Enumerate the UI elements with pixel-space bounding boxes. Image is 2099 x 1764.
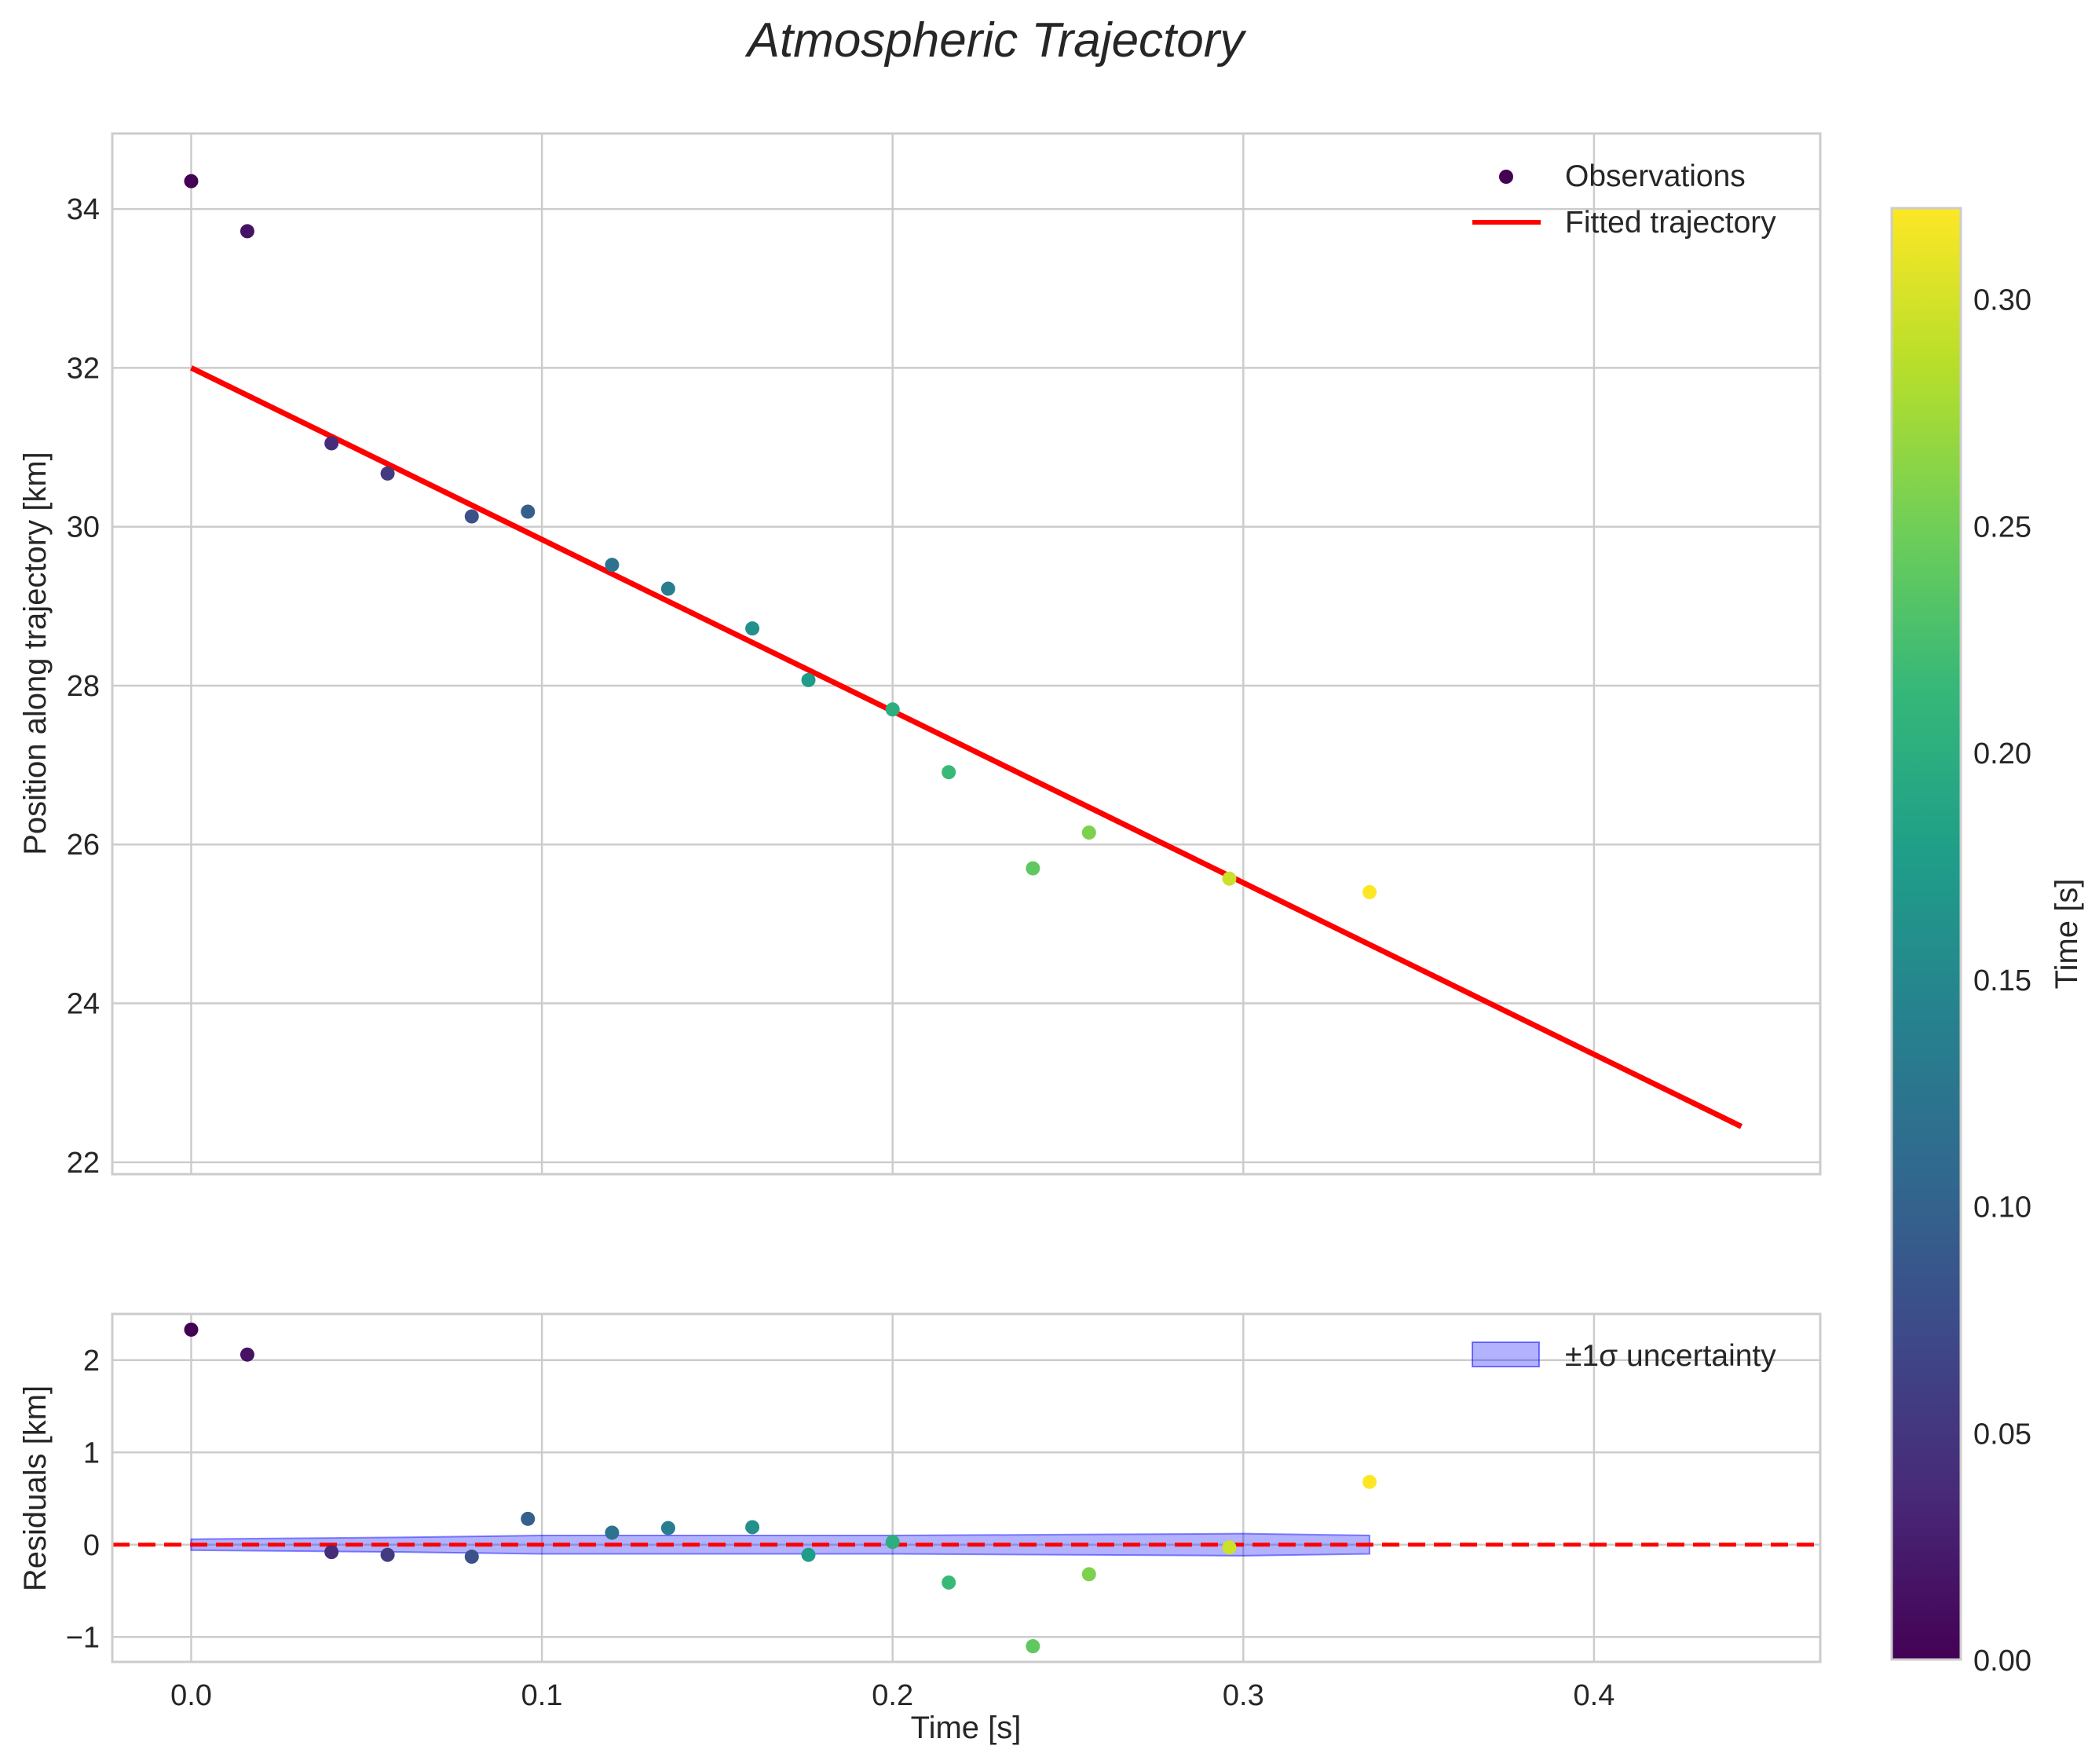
fitted-trajectory-line bbox=[189, 365, 1743, 1129]
x-tick-label: 0.1 bbox=[521, 1679, 563, 1712]
residuals-legend: ±1σ uncertainty bbox=[1472, 1339, 1776, 1373]
residual-point bbox=[240, 1347, 254, 1362]
legend-observations-label: Observations bbox=[1565, 159, 1746, 193]
residual-point bbox=[745, 1520, 760, 1535]
legend-fitted-label: Fitted trajectory bbox=[1565, 206, 1776, 240]
legend-observations-marker bbox=[1499, 170, 1513, 184]
residuals-axes-frame bbox=[111, 1312, 1822, 1663]
main-plot-area bbox=[184, 174, 1743, 1129]
residual-point bbox=[801, 1547, 816, 1562]
observation-point bbox=[521, 504, 536, 519]
residual-point bbox=[942, 1575, 956, 1590]
observation-point bbox=[1081, 825, 1096, 840]
residual-point bbox=[324, 1545, 339, 1560]
x-tick-label: 0.4 bbox=[1574, 1679, 1615, 1712]
colorbar-tick-labels: 0.00 0.05 0.10 0.15 0.20 0.25 0.30 bbox=[1973, 284, 2031, 1678]
residual-point bbox=[1026, 1639, 1040, 1654]
residual-point bbox=[380, 1547, 395, 1562]
observation-point bbox=[605, 558, 620, 573]
observation-point bbox=[240, 224, 254, 239]
x-axis-label: Time [s] bbox=[911, 1711, 1022, 1745]
y-tick-label: 0 bbox=[83, 1529, 100, 1562]
observation-point bbox=[1362, 884, 1377, 899]
colorbar-tick-label: 0.00 bbox=[1973, 1645, 2031, 1678]
observation-point bbox=[1222, 871, 1237, 886]
colorbar-tick-label: 0.05 bbox=[1973, 1418, 2031, 1451]
main-y-tick-labels: 22 24 26 28 30 32 34 bbox=[67, 193, 100, 1180]
observation-point bbox=[745, 621, 760, 636]
colorbar: 0.00 0.05 0.10 0.15 0.20 0.25 0.30 Time [s] bbox=[1890, 207, 2084, 1678]
residuals-plot-area bbox=[112, 1322, 1820, 1654]
residual-point bbox=[464, 1550, 479, 1565]
legend-uncertainty-label: ±1σ uncertainty bbox=[1565, 1339, 1776, 1373]
colorbar-tick-label: 0.10 bbox=[1973, 1191, 2031, 1224]
observation-point bbox=[464, 509, 479, 524]
y-tick-label: 32 bbox=[67, 352, 100, 385]
residual-point bbox=[184, 1322, 199, 1337]
y-tick-label: 2 bbox=[83, 1345, 100, 1378]
residual-point bbox=[885, 1535, 900, 1550]
colorbar-tick-label: 0.15 bbox=[1973, 964, 2031, 997]
main-gridlines bbox=[112, 134, 1820, 1174]
residual-point bbox=[1222, 1540, 1237, 1555]
residuals-axes-background bbox=[112, 1314, 1820, 1662]
residuals-panel: −1 0 1 2 0.0 0.1 0.2 0.3 0.4 Residuals [km] Tim… bbox=[18, 1312, 1822, 1745]
chart-title: Atmospheric Trajectory bbox=[744, 13, 1248, 68]
residuals-x-tick-labels: 0.0 0.1 0.2 0.3 0.4 bbox=[170, 1679, 1614, 1712]
y-tick-label: −1 bbox=[66, 1621, 100, 1654]
observation-point bbox=[801, 672, 816, 687]
colorbar-tick-label: 0.25 bbox=[1973, 511, 2031, 543]
observation-point bbox=[324, 436, 339, 451]
main-panel: 22 24 26 28 30 32 34 Position along trajectory… bbox=[18, 132, 1822, 1180]
main-axes-frame bbox=[111, 132, 1822, 1176]
main-legend: Observations Fitted trajectory bbox=[1472, 159, 1776, 240]
main-axes-background bbox=[112, 134, 1820, 1174]
observation-point bbox=[660, 581, 675, 596]
observation-point bbox=[885, 702, 900, 717]
x-tick-label: 0.2 bbox=[872, 1679, 913, 1712]
y-tick-label: 24 bbox=[67, 988, 100, 1021]
y-tick-label: 26 bbox=[67, 829, 100, 862]
colorbar-tick-label: 0.20 bbox=[1973, 737, 2031, 770]
observation-point bbox=[1026, 861, 1040, 876]
residual-point bbox=[521, 1511, 536, 1526]
residual-point bbox=[1362, 1474, 1377, 1489]
colorbar-tick-label: 0.30 bbox=[1973, 284, 2031, 317]
colorbar-gradient bbox=[1890, 207, 1962, 1661]
main-y-axis-label: Position along trajectory [km] bbox=[18, 452, 53, 855]
observation-point bbox=[942, 765, 956, 780]
x-tick-label: 0.0 bbox=[170, 1679, 212, 1712]
y-tick-label: 1 bbox=[83, 1436, 100, 1469]
legend-uncertainty-patch bbox=[1472, 1341, 1540, 1367]
residual-point bbox=[660, 1521, 675, 1535]
residuals-gridlines bbox=[112, 1314, 1820, 1662]
observation-point bbox=[380, 466, 395, 481]
y-tick-label: 22 bbox=[67, 1147, 100, 1180]
residuals-y-axis-label: Residuals [km] bbox=[18, 1385, 53, 1591]
observation-point bbox=[184, 174, 199, 188]
x-tick-label: 0.3 bbox=[1223, 1679, 1264, 1712]
colorbar-label: Time [s] bbox=[2050, 879, 2084, 990]
y-tick-label: 34 bbox=[67, 193, 100, 226]
y-tick-label: 28 bbox=[67, 670, 100, 703]
y-tick-label: 30 bbox=[67, 511, 100, 544]
residual-point bbox=[1081, 1567, 1096, 1582]
uncertainty-band bbox=[190, 1532, 1371, 1557]
residuals-y-tick-labels: −1 0 1 2 bbox=[66, 1345, 100, 1655]
residual-point bbox=[605, 1525, 620, 1540]
